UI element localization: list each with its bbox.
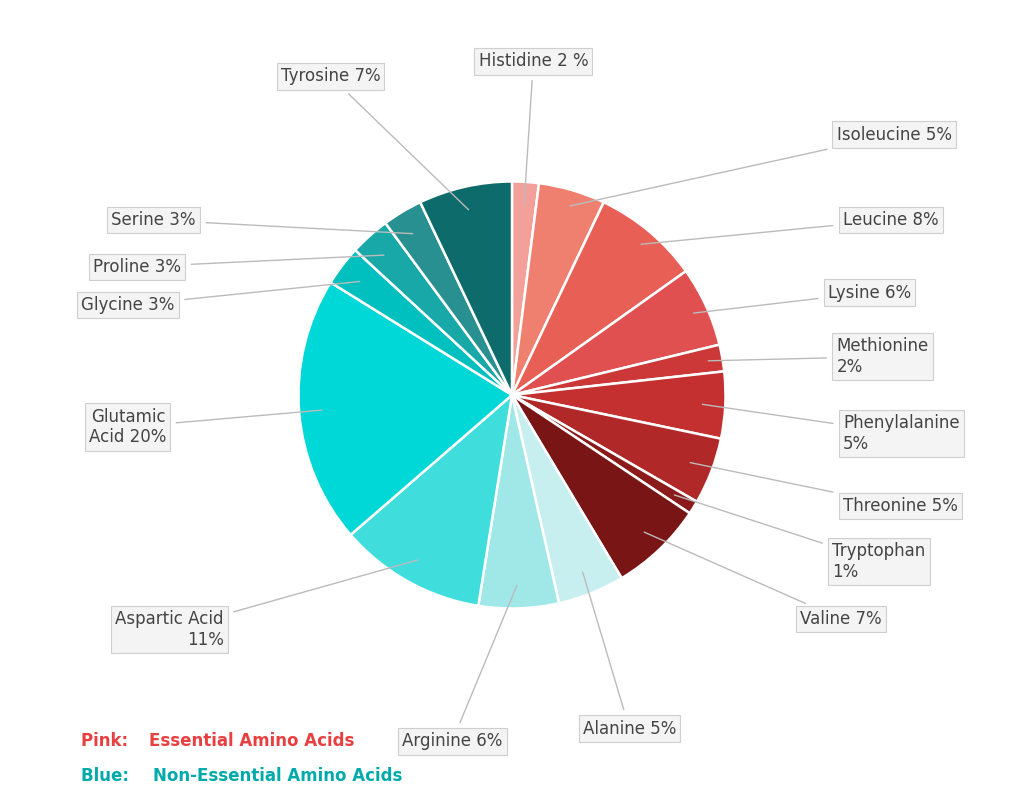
Wedge shape	[512, 395, 690, 578]
Text: Blue:: Blue:	[81, 766, 134, 784]
Text: Histidine 2 %: Histidine 2 %	[478, 52, 588, 205]
Wedge shape	[512, 395, 721, 502]
Wedge shape	[512, 395, 697, 514]
Wedge shape	[512, 202, 686, 395]
Wedge shape	[512, 371, 726, 438]
Text: Essential Amino Acids: Essential Amino Acids	[150, 732, 354, 750]
Text: Proline 3%: Proline 3%	[93, 255, 384, 276]
Wedge shape	[355, 223, 512, 395]
Wedge shape	[512, 182, 539, 395]
Text: Non-Essential Amino Acids: Non-Essential Amino Acids	[154, 766, 402, 784]
Wedge shape	[512, 344, 724, 395]
Text: Phenylalanine
5%: Phenylalanine 5%	[702, 404, 959, 453]
Text: Tyrosine 7%: Tyrosine 7%	[281, 67, 469, 210]
Text: Lysine 6%: Lysine 6%	[693, 284, 911, 313]
Text: Serine 3%: Serine 3%	[112, 211, 413, 234]
Text: Aspartic Acid
11%: Aspartic Acid 11%	[116, 560, 418, 649]
Text: Leucine 8%: Leucine 8%	[641, 211, 939, 244]
Text: Methionine
2%: Methionine 2%	[709, 337, 929, 376]
Wedge shape	[331, 250, 512, 395]
Wedge shape	[385, 202, 512, 395]
Wedge shape	[420, 182, 512, 395]
Wedge shape	[512, 183, 604, 395]
Wedge shape	[512, 395, 622, 604]
Wedge shape	[512, 271, 720, 395]
Wedge shape	[298, 283, 512, 535]
Text: Glycine 3%: Glycine 3%	[81, 281, 359, 314]
Text: Pink:: Pink:	[81, 732, 133, 750]
Text: Glutamic
Acid 20%: Glutamic Acid 20%	[89, 408, 322, 446]
Wedge shape	[478, 395, 559, 608]
Text: Alanine 5%: Alanine 5%	[583, 572, 676, 738]
Text: Tryptophan
1%: Tryptophan 1%	[674, 495, 926, 581]
Text: Arginine 6%: Arginine 6%	[402, 585, 517, 750]
Wedge shape	[350, 395, 512, 606]
Text: Isoleucine 5%: Isoleucine 5%	[570, 126, 951, 206]
Text: Threonine 5%: Threonine 5%	[690, 463, 957, 515]
Text: Valine 7%: Valine 7%	[644, 532, 882, 628]
